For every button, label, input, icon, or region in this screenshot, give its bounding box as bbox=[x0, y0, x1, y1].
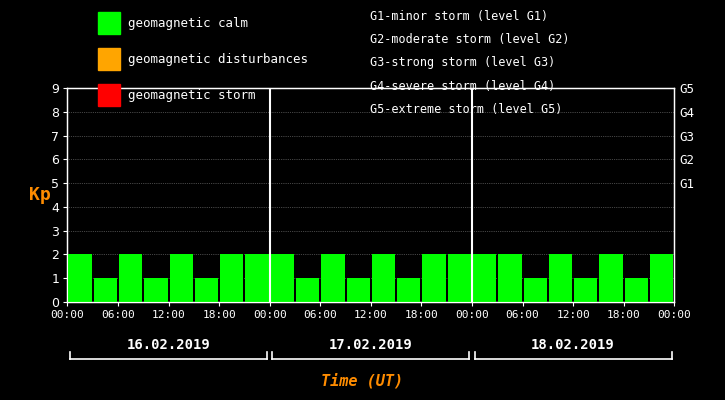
Bar bbox=[498, 254, 521, 302]
Bar bbox=[94, 278, 117, 302]
Bar bbox=[523, 278, 547, 302]
Bar bbox=[296, 278, 319, 302]
Text: G5-extreme storm (level G5): G5-extreme storm (level G5) bbox=[370, 103, 562, 116]
Text: 16.02.2019: 16.02.2019 bbox=[127, 338, 210, 352]
Bar bbox=[144, 278, 167, 302]
Bar bbox=[270, 254, 294, 302]
Bar bbox=[170, 254, 193, 302]
Text: Time (UT): Time (UT) bbox=[321, 372, 404, 388]
Text: G3-strong storm (level G3): G3-strong storm (level G3) bbox=[370, 56, 555, 69]
Bar bbox=[600, 254, 623, 302]
Bar bbox=[119, 254, 142, 302]
Y-axis label: Kp: Kp bbox=[29, 186, 51, 204]
Bar bbox=[650, 254, 674, 302]
Bar bbox=[549, 254, 572, 302]
Bar bbox=[246, 254, 269, 302]
Text: 17.02.2019: 17.02.2019 bbox=[329, 338, 413, 352]
Bar bbox=[372, 254, 395, 302]
Bar bbox=[423, 254, 446, 302]
Text: G2-moderate storm (level G2): G2-moderate storm (level G2) bbox=[370, 33, 569, 46]
Text: geomagnetic storm: geomagnetic storm bbox=[128, 88, 256, 102]
Bar bbox=[347, 278, 370, 302]
Bar bbox=[574, 278, 597, 302]
Bar bbox=[448, 254, 471, 302]
Bar bbox=[321, 254, 344, 302]
Bar bbox=[473, 254, 496, 302]
Text: geomagnetic calm: geomagnetic calm bbox=[128, 16, 249, 30]
Bar bbox=[625, 278, 648, 302]
Bar bbox=[397, 278, 420, 302]
Text: G4-severe storm (level G4): G4-severe storm (level G4) bbox=[370, 80, 555, 93]
Text: geomagnetic disturbances: geomagnetic disturbances bbox=[128, 52, 308, 66]
Text: G1-minor storm (level G1): G1-minor storm (level G1) bbox=[370, 10, 548, 23]
Bar bbox=[195, 278, 218, 302]
Bar bbox=[220, 254, 244, 302]
Bar bbox=[68, 254, 91, 302]
Text: 18.02.2019: 18.02.2019 bbox=[531, 338, 615, 352]
